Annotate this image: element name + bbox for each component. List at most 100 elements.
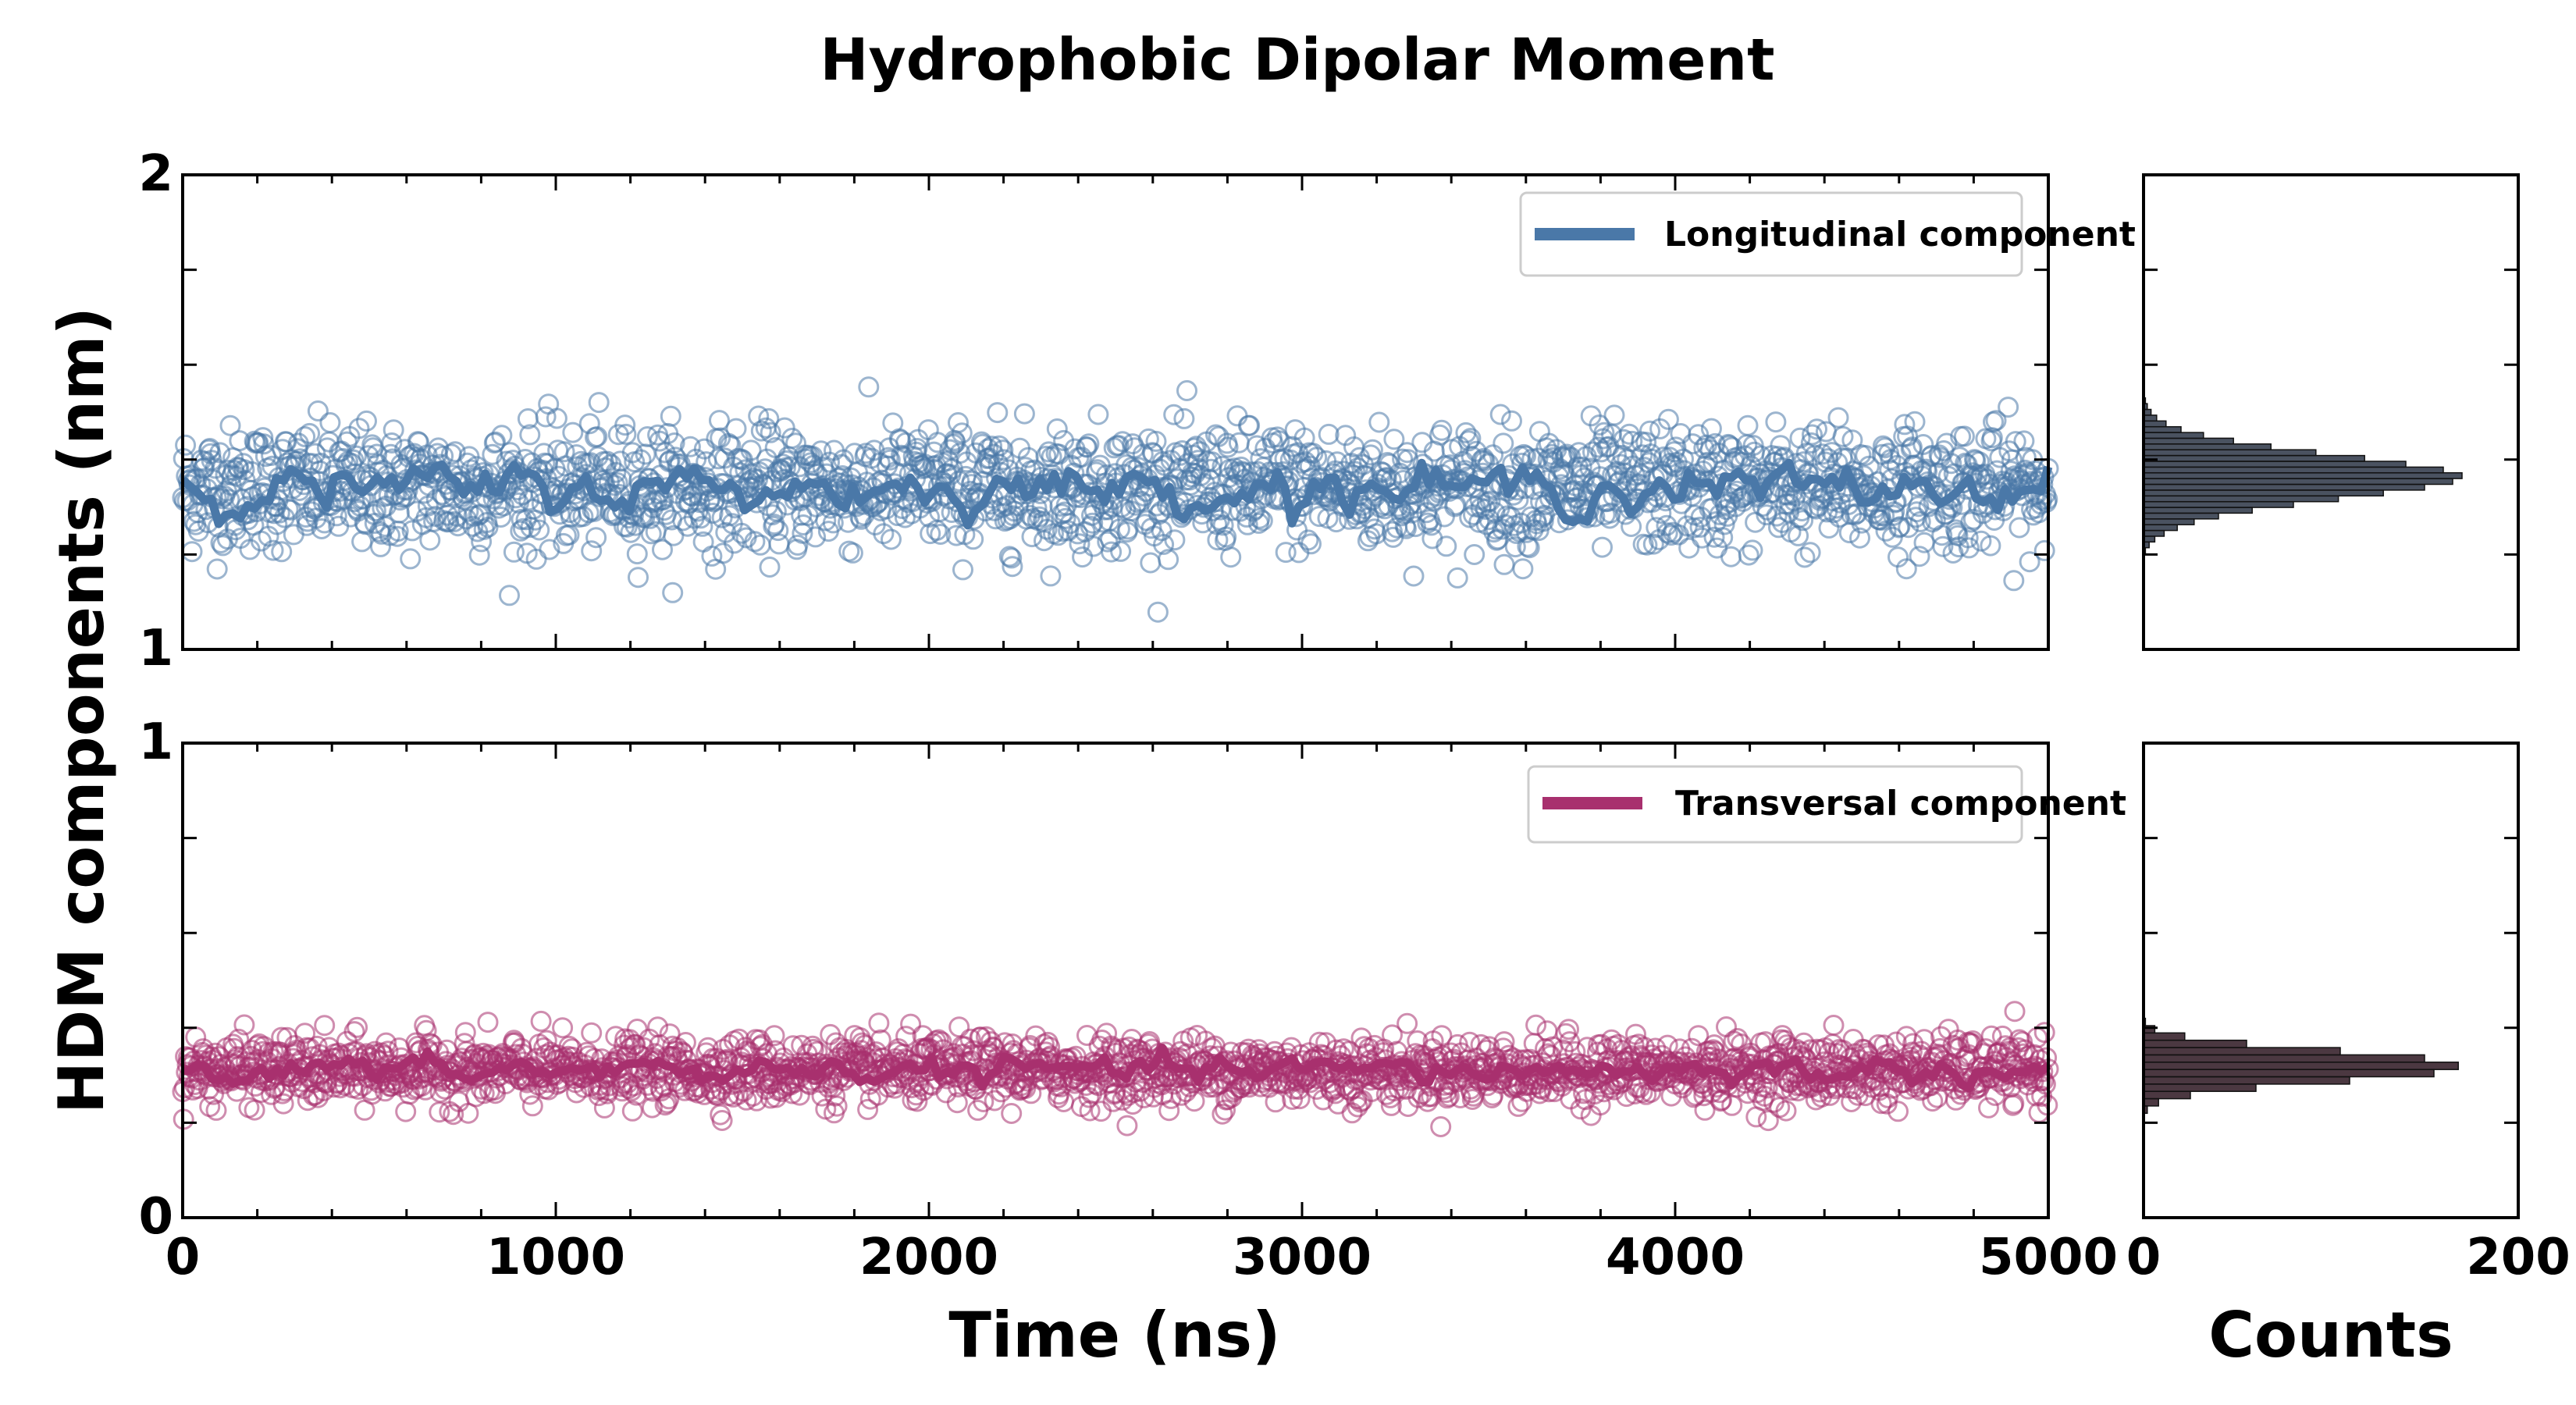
longitudinal-point (709, 410, 730, 432)
transversal-point (927, 1029, 949, 1051)
longitudinal-point (200, 443, 222, 464)
transversal-point (1757, 1110, 1779, 1132)
longitudinal-point (1691, 527, 1713, 549)
longitudinal-point (381, 432, 403, 454)
longitudinal-point (345, 445, 367, 467)
transversal-point (959, 1028, 981, 1050)
transversal-point (443, 1104, 464, 1126)
transversal-point (581, 1022, 603, 1044)
longitudinal-point (1132, 443, 1154, 465)
longitudinal-panel (172, 173, 2059, 651)
longitudinal-point (562, 422, 584, 443)
longitudinal-point (1015, 457, 1037, 478)
longitudinal-point (1201, 451, 1223, 473)
longitudinal-point (712, 542, 734, 564)
transversal-point (1091, 1101, 1112, 1122)
transversal-hist-bar (2143, 1090, 2191, 1100)
longitudinal-point (1936, 432, 1958, 454)
longitudinal-point (1951, 493, 1973, 515)
longitudinal-point (1507, 489, 1529, 510)
transversal-point (857, 1098, 879, 1120)
longitudinal-point (833, 449, 854, 471)
longitudinal-hist-ticks (2144, 173, 2518, 651)
longitudinal-hist-bar (2143, 512, 2219, 520)
longitudinal-point (1318, 423, 1340, 445)
longitudinal-point (760, 422, 781, 443)
longitudinal-point (1665, 436, 1687, 458)
longitudinal-point (850, 508, 872, 530)
transversal-point (749, 1036, 771, 1058)
transversal-point (1870, 1093, 1892, 1115)
transversal-point (233, 1014, 255, 1036)
longitudinal-point (499, 585, 520, 606)
transversal-point (294, 1023, 316, 1044)
longitudinal-point (176, 489, 198, 511)
longitudinal-point (787, 534, 809, 556)
longitudinal-point (553, 441, 575, 463)
longitudinal-point (1403, 565, 1425, 587)
transversal-hist-bar (2143, 1097, 2159, 1107)
longitudinal-point (1909, 546, 1930, 567)
longitudinal-point (781, 428, 803, 449)
longitudinal-point (1953, 425, 1975, 447)
longitudinal-point (307, 400, 329, 422)
longitudinal-hist-frame (2142, 173, 2520, 651)
longitudinal-point (1849, 527, 1870, 549)
longitudinal-point (1228, 432, 1250, 454)
longitudinal-point (1768, 517, 1789, 539)
longitudinal-point (253, 433, 275, 455)
transversal-point (552, 1017, 574, 1039)
longitudinal-point (1306, 446, 1328, 468)
longitudinal-point (1239, 414, 1261, 436)
transversal-point (1347, 1096, 1368, 1118)
longitudinal-hist-bar (2143, 414, 2158, 422)
longitudinal-point (1140, 552, 1162, 574)
longitudinal-point (1185, 436, 1207, 457)
longitudinal-point (1793, 451, 1815, 473)
longitudinal-point (1802, 424, 1823, 446)
longitudinal-point (1512, 558, 1534, 580)
longitudinal-point (1800, 432, 1822, 454)
longitudinal-point (491, 425, 513, 446)
longitudinal-point (819, 451, 840, 473)
longitudinal-hist-bar (2143, 495, 2339, 503)
x-axis-label: Time (ns) (948, 1299, 1280, 1371)
transversal-point (375, 1032, 397, 1054)
transversal-point (1096, 1023, 1118, 1044)
longitudinal-point (209, 442, 231, 464)
longitudinal-point (348, 418, 370, 439)
transversal-point (908, 1076, 930, 1097)
longitudinal-point (1621, 430, 1643, 452)
longitudinal-point (535, 406, 557, 428)
longitudinal-point (615, 423, 637, 445)
longitudinal-point (679, 436, 701, 457)
longitudinal-hist-bar (2143, 432, 2204, 439)
transversal-point (1589, 1094, 1611, 1116)
longitudinal-point (1226, 405, 1248, 427)
longitudinal-point (212, 535, 233, 557)
longitudinal-point (1072, 546, 1094, 568)
longitudinal-point (1957, 527, 1979, 549)
transversal-point (930, 1031, 952, 1053)
transversal-point (948, 1016, 970, 1038)
longitudinal-point (652, 539, 673, 560)
longitudinal-point (1832, 425, 1854, 447)
transversal-point (1558, 1019, 1579, 1040)
longitudinal-histogram (2142, 173, 2520, 651)
longitudinal-point (1980, 535, 2001, 557)
transversal-point (343, 1021, 365, 1043)
longitudinal-point (585, 527, 607, 549)
transversal-point (1694, 1099, 1716, 1121)
legend-transversal-label: Transversal component (1675, 784, 2126, 823)
longitudinal-plot-frame (181, 173, 2050, 651)
longitudinal-point (1792, 510, 1814, 532)
legend-longitudinal: Longitudinal component (1519, 191, 2136, 277)
longitudinal-point (692, 515, 713, 537)
longitudinal-point (1040, 565, 1062, 587)
longitudinal-point (468, 544, 490, 566)
longitudinal-point (356, 410, 377, 432)
longitudinal-point (1145, 430, 1167, 452)
longitudinal-point (1827, 407, 1849, 429)
longitudinal-point (1650, 503, 1672, 525)
